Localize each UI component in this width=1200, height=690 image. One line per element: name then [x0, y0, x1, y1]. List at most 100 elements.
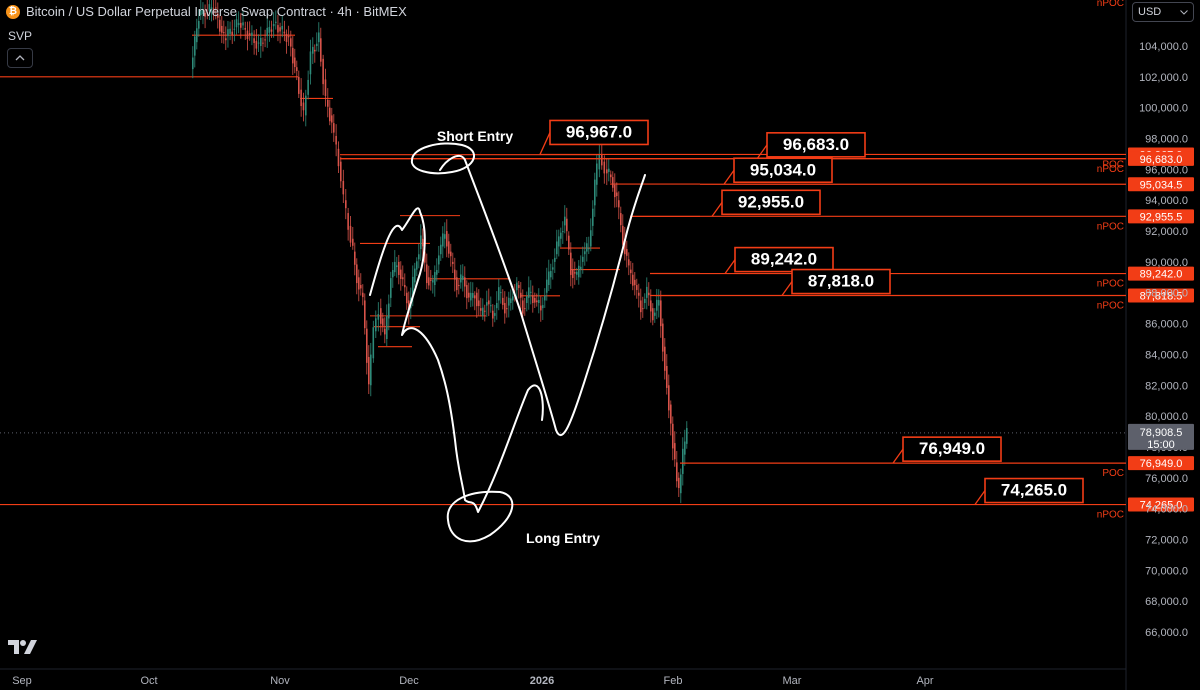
price-tick-label: 70,000.0	[1145, 565, 1188, 577]
candle-body	[204, 12, 206, 17]
candle-body	[412, 276, 414, 296]
callout-pointer	[756, 144, 768, 160]
candle-body	[438, 255, 440, 265]
callout-box	[902, 436, 1002, 462]
level-tag: nPOC	[1097, 164, 1124, 175]
candle-body	[270, 29, 273, 32]
candle-body	[484, 310, 486, 312]
candle-body	[672, 423, 674, 449]
candle-body	[384, 328, 386, 335]
candle-body	[614, 184, 616, 198]
candle-body	[233, 28, 236, 30]
level-tag: nPOC	[1097, 279, 1124, 290]
candle-body	[227, 29, 229, 37]
time-tick-label: Nov	[270, 675, 290, 687]
candle-body	[342, 180, 345, 195]
candle-body	[368, 356, 370, 385]
price-tick-label: 80,000.0	[1145, 411, 1188, 423]
candle-body	[416, 261, 418, 270]
candle-body	[424, 251, 426, 263]
level-price-badge-label: 76,949.0	[1140, 458, 1183, 470]
candle-body	[546, 279, 548, 293]
level-price-badge	[1128, 456, 1194, 471]
level-price-badge	[1128, 151, 1194, 166]
candle-body	[598, 154, 601, 170]
candle-body	[312, 46, 314, 54]
time-tick-label: Apr	[916, 675, 933, 687]
candle-body	[296, 67, 298, 72]
time-tick-label: Dec	[399, 675, 419, 687]
level-price-badge-label: 74,265.0	[1140, 500, 1183, 512]
candle-body	[676, 462, 678, 482]
candle-body	[492, 310, 494, 319]
candle-body	[540, 305, 542, 311]
left-swing-drawing	[369, 207, 544, 513]
candle-body	[566, 218, 568, 232]
candle-body	[229, 28, 231, 34]
candle-body	[580, 266, 582, 270]
level-price-badge	[1128, 497, 1194, 512]
callout-box	[733, 157, 833, 184]
candle-body	[440, 244, 442, 255]
level-price-badge-label: 95,034.5	[1140, 179, 1183, 191]
collapse-indicators-button[interactable]	[7, 48, 33, 68]
candle-body	[246, 30, 249, 40]
callout-label: 87,818.0	[808, 272, 874, 291]
symbol-title[interactable]: Bitcoin / US Dollar Perpetual Inverse Sw…	[26, 4, 407, 19]
candle-body	[508, 297, 510, 306]
candle-body	[283, 31, 286, 34]
tradingview-logo[interactable]	[8, 638, 38, 661]
indicator-label[interactable]: SVP	[8, 29, 33, 43]
candle-body	[377, 313, 380, 320]
candle-body	[610, 174, 612, 178]
candle-body	[592, 208, 594, 226]
candle-body	[646, 286, 648, 298]
candle-body	[255, 40, 258, 49]
candle-body	[568, 235, 570, 250]
candle-body	[262, 42, 264, 44]
candle-body	[682, 448, 684, 474]
price-tick-label: 98,000.0	[1145, 134, 1188, 146]
callout-label: 96,683.0	[783, 135, 849, 154]
candle-body	[490, 305, 492, 307]
candle-body	[420, 235, 422, 250]
candle-body	[650, 300, 652, 312]
candle-body	[530, 291, 532, 293]
candle-body	[464, 277, 466, 287]
currency-selector[interactable]: USD	[1132, 2, 1194, 22]
candle-body	[498, 287, 500, 301]
callout-pointer	[724, 259, 736, 274]
callout-label: 74,265.0	[1001, 481, 1067, 500]
candle-body	[302, 102, 305, 111]
time-tick-label: 2026	[530, 675, 554, 687]
candle-body	[390, 278, 392, 298]
candle-body	[686, 428, 688, 444]
callout-label: 92,955.0	[738, 192, 804, 211]
candle-body	[208, 4, 211, 11]
callout-box	[791, 268, 891, 295]
candle-body	[294, 57, 296, 68]
short-entry-circle	[410, 142, 475, 175]
candle-body	[281, 25, 284, 30]
candle-body	[240, 22, 242, 28]
candle-body	[520, 292, 522, 298]
candle-body	[212, 8, 215, 14]
candle-body	[370, 354, 372, 386]
candle-body	[478, 300, 480, 307]
candle-body	[352, 238, 354, 246]
candle-body	[217, 13, 219, 18]
candle-body	[307, 79, 309, 95]
short-entry-label: Short Entry	[437, 128, 513, 144]
price-tick-label: 100,000.0	[1139, 103, 1188, 115]
candle-body	[244, 28, 247, 30]
candle-body	[442, 233, 444, 247]
candle-body	[192, 57, 194, 70]
price-tick-label: 76,000.0	[1145, 473, 1188, 485]
candle-body	[532, 295, 534, 303]
candle-body	[287, 36, 290, 38]
candle-body	[626, 249, 628, 256]
candle-body	[426, 264, 428, 284]
candle-body	[458, 285, 460, 287]
level-price-badge	[1128, 266, 1194, 281]
